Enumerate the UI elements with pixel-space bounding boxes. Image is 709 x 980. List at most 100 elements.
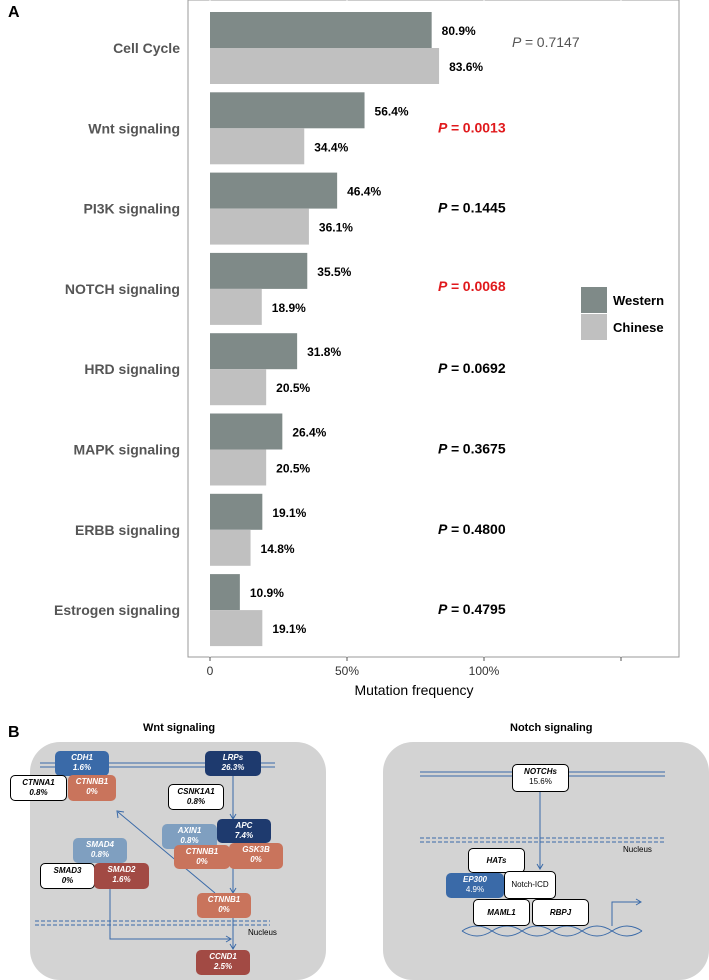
legend-label-western: Western — [613, 293, 664, 308]
data-label-chinese: 36.1% — [319, 221, 353, 235]
bar-western — [210, 172, 338, 209]
bar-chinese — [210, 529, 251, 566]
p-prefix: P = — [438, 119, 463, 135]
p-prefix: P = — [512, 34, 537, 50]
node-csnk1a1: CSNK1A1 0.8% — [168, 784, 224, 810]
data-label-chinese: 34.4% — [314, 140, 348, 154]
node-ccnd1: CCND1 2.5% — [196, 950, 250, 975]
bar-western — [210, 333, 298, 370]
bar-western — [210, 252, 308, 289]
bar-chinese — [210, 48, 440, 84]
node-notchs: NOTCHs 15.6% — [512, 764, 569, 792]
p-prefix: P = — [438, 360, 463, 376]
node-axin1: AXIN1 0.8% — [162, 824, 217, 849]
notch-cell-background — [383, 742, 709, 980]
wnt-title: Wnt signaling — [143, 722, 216, 734]
p-prefix: P = — [438, 521, 463, 537]
node-ctnna1: CTNNA1 0.8% — [10, 775, 67, 801]
node-gsk3b: GSK3B 0% — [229, 843, 283, 869]
category-label: Wnt signaling — [88, 120, 180, 136]
legend: Western Chinese — [581, 287, 664, 340]
bar-chinese — [210, 128, 305, 165]
x-tick-label: 100% — [469, 664, 500, 678]
category-label: Cell Cycle — [113, 40, 180, 56]
data-label-chinese: 20.5% — [276, 462, 310, 476]
p-number: 0.1445 — [463, 200, 506, 216]
bar-western — [210, 92, 365, 129]
wnt-arrows — [109, 776, 237, 950]
bar-chinese — [210, 449, 267, 486]
p-number: 0.0692 — [463, 360, 506, 376]
data-label-western: 80.9% — [442, 24, 476, 38]
node-ctnnb1-cytoplasm: CTNNB1 0% — [197, 893, 251, 918]
data-label-western: 10.9% — [250, 586, 284, 600]
data-label-western: 35.5% — [317, 265, 351, 279]
p-prefix: P = — [438, 441, 463, 457]
wnt-nucleus-label: Nucleus — [248, 928, 277, 937]
p-prefix: P = — [438, 601, 463, 617]
node-smad4: SMAD4 0.8% — [73, 838, 127, 863]
category-label: Estrogen signaling — [54, 602, 180, 618]
panel-b-label: B — [8, 724, 20, 741]
dna-strand — [461, 925, 643, 937]
p-value: P = 0.3675 — [438, 441, 506, 457]
p-value: P = 0.7147 — [512, 34, 580, 50]
data-label-chinese: 19.1% — [272, 622, 306, 636]
data-label-chinese: 14.8% — [261, 542, 295, 556]
node-smad3: SMAD3 0% — [40, 863, 95, 889]
p-number: 0.4795 — [463, 601, 506, 617]
p-value: P = 0.0692 — [438, 360, 506, 376]
bar-western — [210, 574, 240, 611]
node-smad2: SMAD2 1.6% — [94, 863, 149, 889]
p-prefix: P = — [438, 200, 463, 216]
data-label-western: 46.4% — [347, 185, 381, 199]
data-label-chinese: 18.9% — [272, 301, 306, 315]
bar-western — [210, 12, 432, 48]
bar-chinese — [210, 288, 262, 325]
bar-chinese — [210, 610, 263, 647]
data-label-western: 56.4% — [375, 104, 409, 118]
notch-title: Notch signaling — [510, 722, 593, 734]
x-axis-label: Mutation frequency — [354, 682, 473, 698]
p-value: P = 0.0068 — [438, 278, 506, 294]
data-label-chinese: 83.6% — [449, 60, 483, 74]
p-value: P = 0.1445 — [438, 200, 506, 216]
notch-nucleus-label: Nucleus — [623, 845, 652, 854]
node-notch-icd: Notch-ICD — [504, 871, 556, 899]
p-value: P = 0.0013 — [438, 119, 506, 135]
x-tick-label: 0 — [207, 664, 214, 678]
x-tick-label: 50% — [335, 664, 359, 678]
node-ep300: EP300 4.9% — [446, 873, 504, 898]
data-label-western: 26.4% — [292, 426, 326, 440]
panel-a-label: A — [8, 4, 20, 21]
bar-chinese — [210, 369, 267, 406]
node-cdh1: CDH1 1.6% — [55, 751, 109, 776]
p-number: 0.0068 — [463, 278, 506, 294]
category-label: HRD signaling — [84, 361, 180, 377]
data-label-western: 31.8% — [307, 345, 341, 359]
legend-swatch-western — [581, 287, 607, 313]
p-prefix: P = — [438, 278, 463, 294]
legend-swatch-chinese — [581, 314, 607, 340]
data-label-chinese: 20.5% — [276, 381, 310, 395]
node-lrps: LRPs 26.3% — [205, 751, 261, 776]
x-axis: 0 50% 100% — [207, 657, 622, 678]
bar-chinese — [210, 208, 309, 245]
p-number: 0.4800 — [463, 521, 506, 537]
mutation-frequency-chart: 80.9% 83.6% Cell Cycle P = 0.7147 56.4% 34.4%… — [54, 0, 680, 698]
category-label: PI3K signaling — [84, 201, 180, 217]
data-label-western: 19.1% — [272, 506, 306, 520]
category-label: ERBB signaling — [75, 522, 180, 538]
bar-western — [210, 493, 263, 530]
p-value: P = 0.4795 — [438, 601, 506, 617]
notch-arrows — [536, 792, 642, 926]
node-rbpj: RBPJ — [532, 899, 589, 926]
category-label: MAPK signaling — [73, 442, 180, 458]
p-number: 0.3675 — [463, 441, 506, 457]
node-ctnnb1-complex: CTNNB1 0% — [174, 845, 230, 869]
bar-western — [210, 413, 283, 450]
p-number: 0.7147 — [537, 34, 580, 50]
node-maml1: MAML1 — [473, 899, 530, 926]
legend-label-chinese: Chinese — [613, 320, 664, 335]
